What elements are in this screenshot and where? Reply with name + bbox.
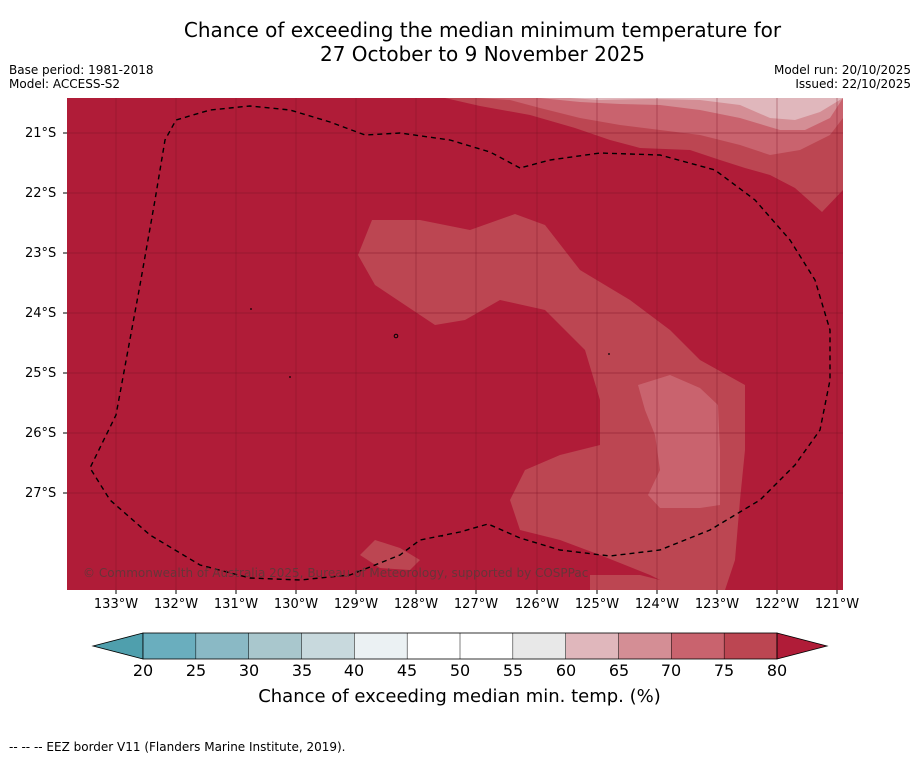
issued-text: Issued: 22/10/2025 <box>795 77 911 91</box>
colorbar-label: Chance of exceeding median min. temp. (%… <box>258 686 661 707</box>
colorbar-cells <box>143 633 778 659</box>
colorbar-cell <box>565 633 619 659</box>
colorbar-tick-60: 60 <box>555 661 577 680</box>
meta-right: Model run: 20/10/2025 Issued: 22/10/2025 <box>774 63 911 91</box>
lon-label-131w: 131°W <box>213 597 259 612</box>
island-dot <box>393 333 399 339</box>
colorbar-tick-80: 80 <box>766 661 788 680</box>
meta-left: Base period: 1981-2018 Model: ACCESS-S2 <box>9 63 154 91</box>
colorbar-cell <box>671 633 725 659</box>
colorbar-cell <box>195 633 249 659</box>
lat-label-24s: 24°S <box>25 306 57 321</box>
colorbar-cell <box>248 633 302 659</box>
lat-label-22s: 22°S <box>25 186 57 201</box>
copyright-text: © Commonwealth of Australia 2025, Bureau… <box>83 566 589 580</box>
island-dot <box>250 308 252 310</box>
lat-label-26s: 26°S <box>25 426 57 441</box>
contour-70-central <box>358 214 745 590</box>
colorbar-tick-40: 40 <box>343 661 365 680</box>
y-axis-ticks <box>63 132 67 494</box>
contour-65-central <box>638 375 720 508</box>
base-period-text: Base period: 1981-2018 <box>9 63 154 77</box>
colorbar-tick-70: 70 <box>660 661 682 680</box>
colorbar-cell <box>618 633 672 659</box>
colorbar-tick-50: 50 <box>449 661 471 680</box>
eez-legend-note: -- -- -- EEZ border V11 (Flanders Marine… <box>9 740 346 754</box>
colorbar-cell <box>407 633 461 659</box>
lon-label-132w: 132°W <box>153 597 199 612</box>
colorbar-low-extend <box>91 632 144 660</box>
colorbar-high-extend <box>776 632 829 660</box>
colorbar-tick-20: 20 <box>132 661 154 680</box>
lon-label-121w: 121°W <box>814 597 860 612</box>
contour-70-patch-south <box>360 540 420 570</box>
colorbar-cell <box>512 633 566 659</box>
lat-label-21s: 21°S <box>25 126 57 141</box>
model-run-text: Model run: 20/10/2025 <box>773 63 911 77</box>
colorbar-tick-55: 55 <box>502 661 524 680</box>
island-dot <box>441 535 443 537</box>
lon-label-128w: 128°W <box>393 597 439 612</box>
lon-label-127w: 127°W <box>453 597 499 612</box>
lon-gridlines <box>115 98 838 590</box>
x-axis-ticks <box>115 590 838 594</box>
model-text: Model: ACCESS-S2 <box>9 77 121 91</box>
lon-label-125w: 125°W <box>574 597 620 612</box>
lon-label-124w: 124°W <box>634 597 680 612</box>
colorbar-cell <box>301 633 355 659</box>
colorbar-cell <box>354 633 408 659</box>
lon-label-133w: 133°W <box>93 597 139 612</box>
lat-label-25s: 25°S <box>25 366 57 381</box>
map-title: Chance of exceeding the median minimum t… <box>0 18 919 66</box>
colorbar-tick-45: 45 <box>396 661 418 680</box>
colorbar-tick-75: 75 <box>713 661 735 680</box>
map-plot-area <box>67 98 843 590</box>
eez-border-west <box>89 105 831 581</box>
lon-label-122w: 122°W <box>754 597 800 612</box>
colorbar-cell <box>460 633 514 659</box>
colorbar-cell <box>724 633 778 659</box>
island-dot <box>608 353 610 355</box>
contour-55-north <box>570 98 843 120</box>
lat-label-23s: 23°S <box>25 246 57 261</box>
lat-gridlines <box>67 132 843 494</box>
lon-label-130w: 130°W <box>273 597 319 612</box>
title-line-1: Chance of exceeding the median minimum t… <box>183 18 782 42</box>
lon-label-126w: 126°W <box>514 597 560 612</box>
title-line-2: 27 October to 9 November 2025 <box>319 42 646 66</box>
island-dot <box>289 376 291 378</box>
colorbar-tick-35: 35 <box>291 661 313 680</box>
lon-label-129w: 129°W <box>333 597 379 612</box>
lat-label-27s: 27°S <box>25 486 57 501</box>
colorbar-outline <box>142 632 778 660</box>
lon-label-123w: 123°W <box>694 597 740 612</box>
colorbar <box>91 632 829 660</box>
contour-70-patch-east <box>590 575 690 590</box>
colorbar-cell <box>143 633 197 659</box>
colorbar-tick-25: 25 <box>185 661 207 680</box>
colorbar-tick-30: 30 <box>238 661 260 680</box>
colorbar-tick-65: 65 <box>608 661 630 680</box>
